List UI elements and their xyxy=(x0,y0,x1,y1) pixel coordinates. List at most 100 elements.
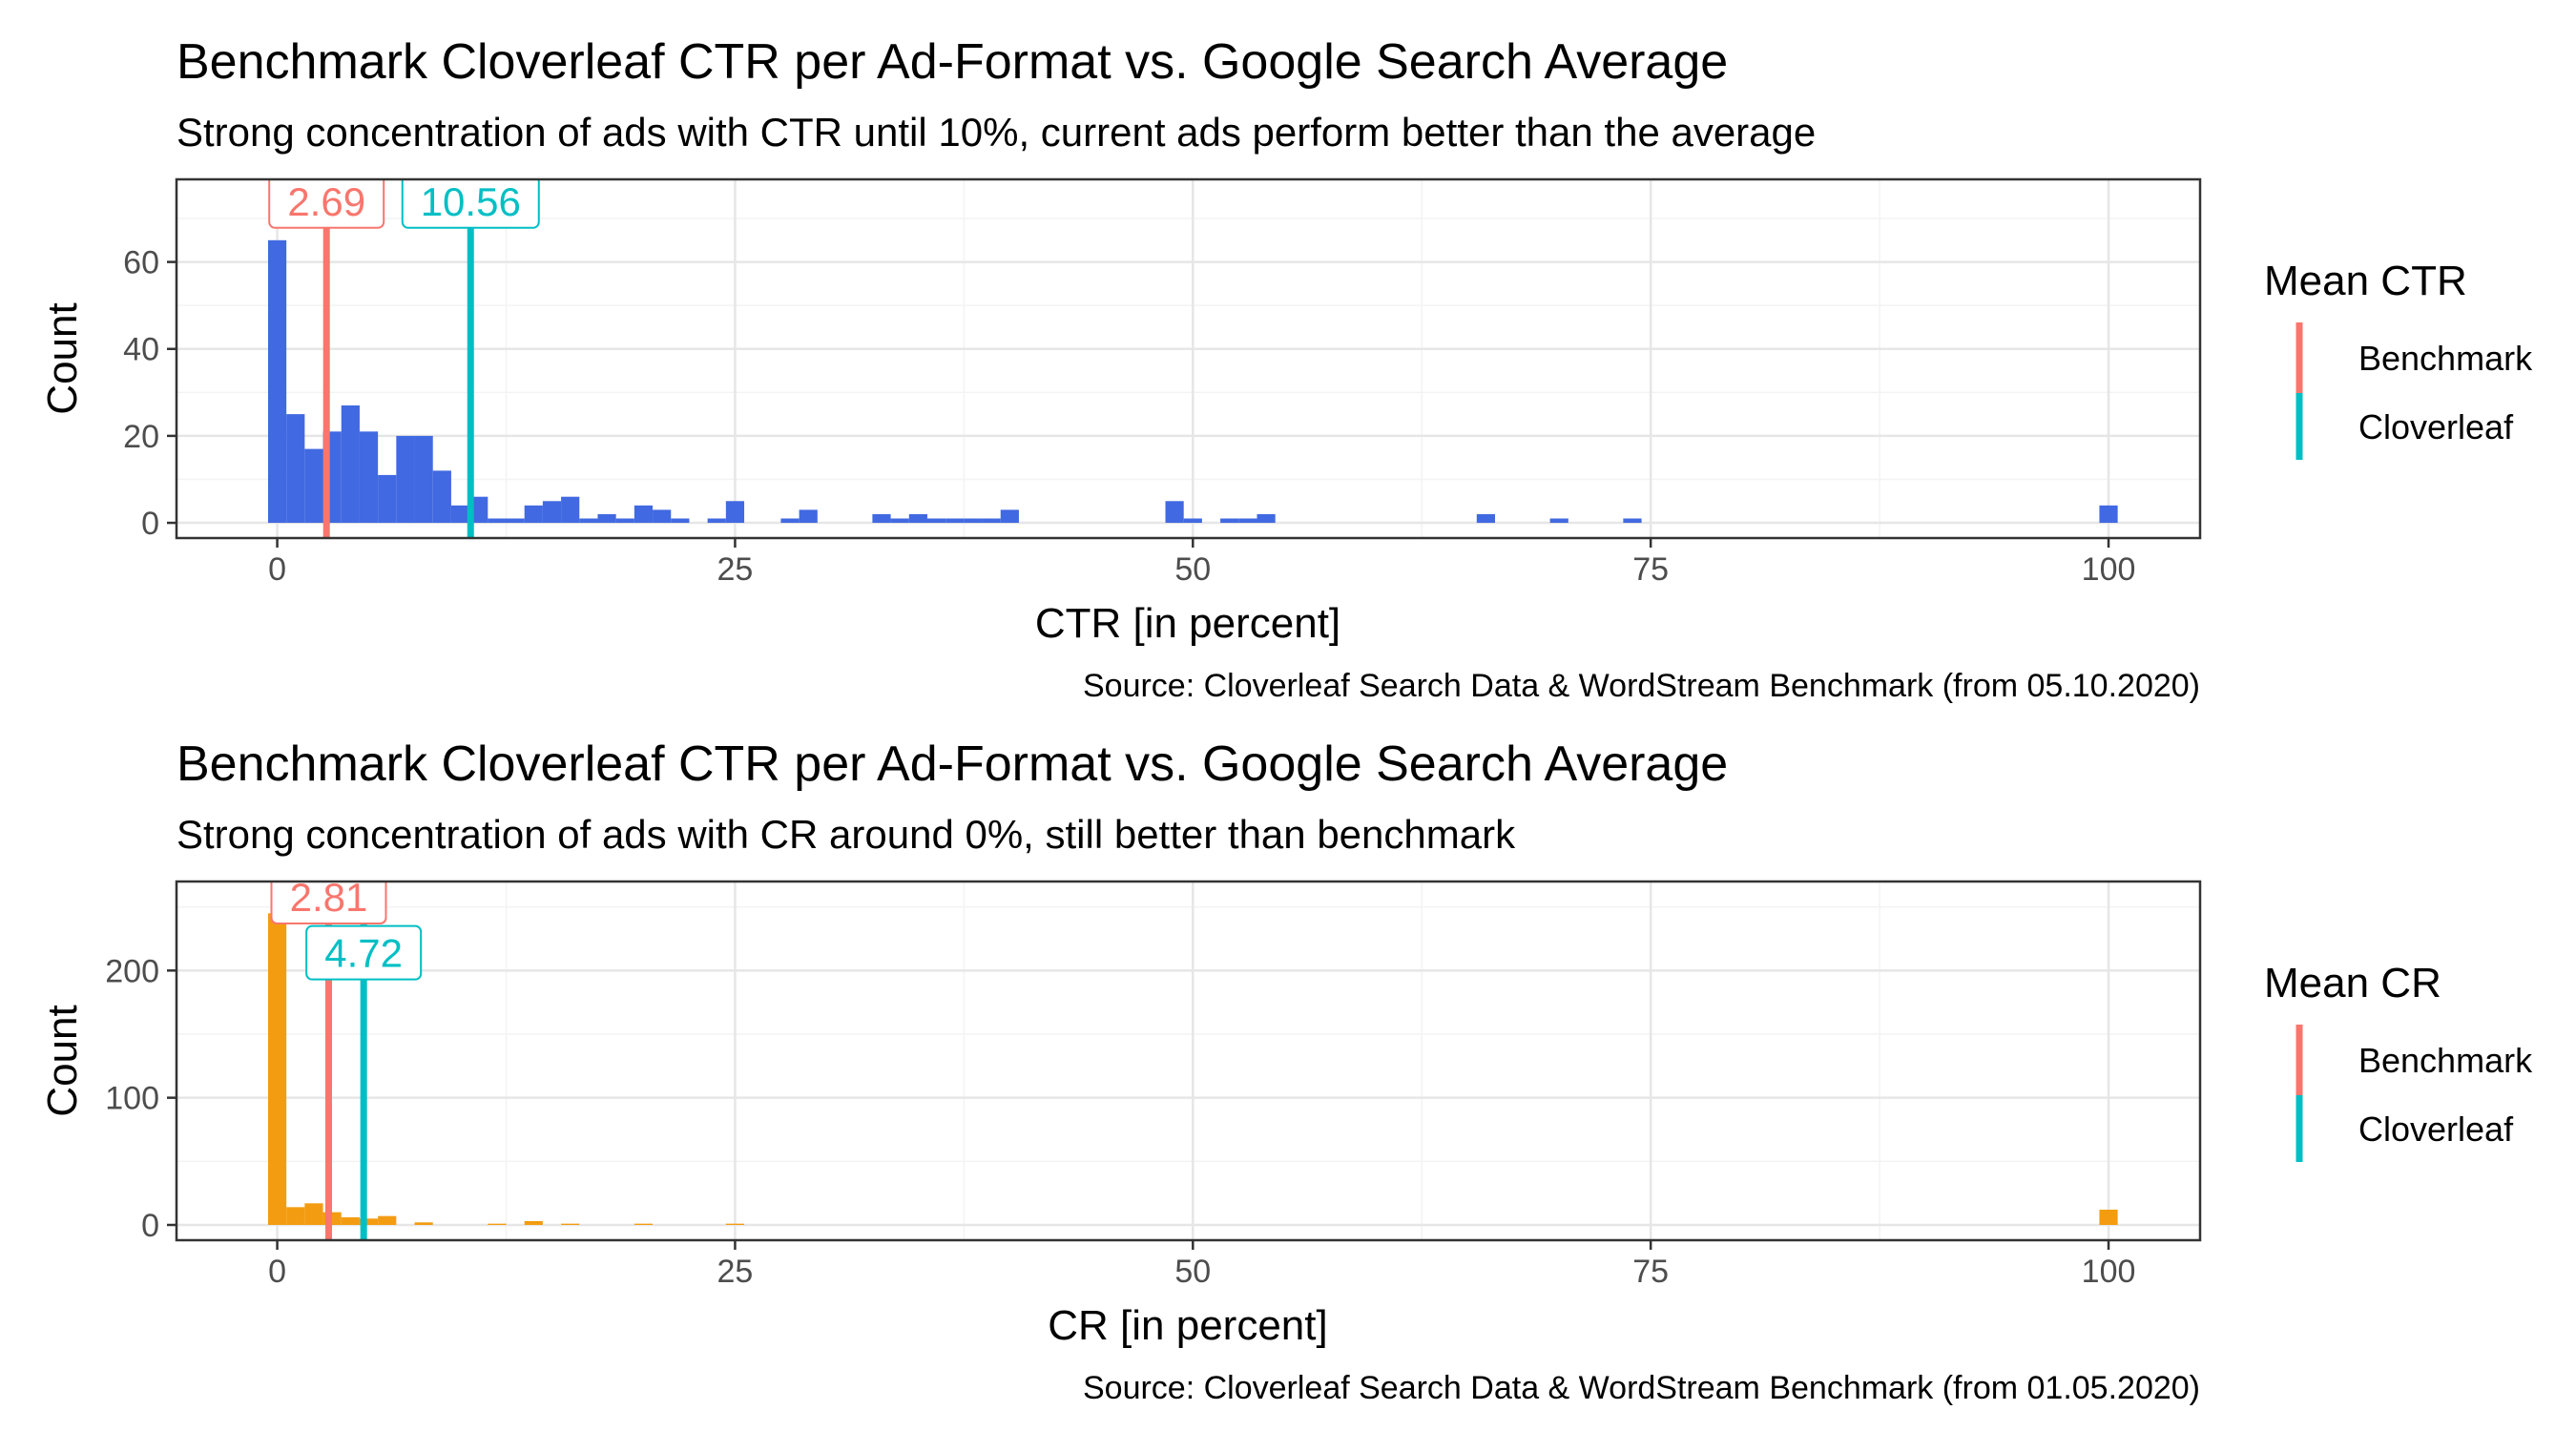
histogram-bar xyxy=(964,518,983,524)
histogram-bar xyxy=(982,518,1001,524)
histogram-bar xyxy=(359,431,379,524)
panel-border xyxy=(175,177,2202,540)
histogram-bar xyxy=(488,1223,507,1225)
histogram-bar xyxy=(597,513,616,524)
plot-area: 2.81 4.72 xyxy=(175,875,2202,1242)
x-tick-label: 50 xyxy=(1174,1254,1211,1290)
legend-title: Mean CTR xyxy=(2264,258,2467,304)
y-tick-label: 100 xyxy=(105,1081,159,1117)
histogram-bar xyxy=(1220,518,1239,524)
mean-labels: 2.81 4.72 xyxy=(270,875,423,981)
histogram-bar xyxy=(414,1222,433,1225)
histogram-bar xyxy=(304,1203,323,1225)
x-tick-label: 50 xyxy=(1174,551,1211,588)
histogram-bar xyxy=(1183,518,1202,524)
y-tick-label: 200 xyxy=(105,953,159,989)
histogram-bar xyxy=(634,505,654,524)
histogram-bar xyxy=(1549,518,1568,524)
histogram-bar xyxy=(653,509,672,524)
y-tick-label: 0 xyxy=(141,506,159,542)
x-tick-label: 25 xyxy=(717,1254,754,1290)
panel-ctr: Benchmark Cloverleaf CTR per Ad-Format v… xyxy=(39,34,2533,704)
histogram-bar xyxy=(2099,505,2118,524)
mean-lines xyxy=(322,179,474,538)
histogram-bar xyxy=(872,513,891,524)
histogram-bar xyxy=(450,505,470,524)
histogram-bar xyxy=(542,501,562,524)
histogram-bars xyxy=(267,239,2118,524)
panel-background xyxy=(177,179,2200,538)
mean-label-cloverleaf: 4.72 xyxy=(305,924,423,981)
histogram-bar xyxy=(432,470,451,524)
histogram-bar xyxy=(615,518,634,524)
histogram-bar xyxy=(780,518,800,524)
histogram-bar xyxy=(908,513,927,524)
chart-subtitle: Strong concentration of ads with CTR unt… xyxy=(177,110,1816,155)
grid xyxy=(177,881,2200,1240)
legend-item-benchmark: Benchmark xyxy=(2296,1025,2533,1095)
chart-caption: Source: Cloverleaf Search Data & WordStr… xyxy=(1083,1370,2200,1406)
chart-title: Benchmark Cloverleaf CTR per Ad-Format v… xyxy=(177,34,1728,90)
histogram-bar xyxy=(725,1223,745,1225)
y-axis: 0 100 200 xyxy=(105,953,177,1244)
panel-background xyxy=(177,881,2200,1240)
x-axis: 0 25 50 75 100 xyxy=(268,538,2135,588)
histogram-bar xyxy=(304,448,323,524)
y-tick-label: 40 xyxy=(123,332,159,368)
mean-label-text: 10.56 xyxy=(421,179,521,224)
histogram-bar xyxy=(945,518,965,524)
histogram-bar xyxy=(359,1218,379,1225)
x-axis-label: CR [in percent] xyxy=(1048,1302,1327,1349)
histogram-bars xyxy=(267,913,2118,1225)
panel-cr: Benchmark Cloverleaf CTR per Ad-Format v… xyxy=(39,736,2533,1406)
histogram-bar xyxy=(799,509,818,524)
histogram-bar xyxy=(378,1215,397,1225)
x-tick-label: 75 xyxy=(1632,1254,1669,1290)
histogram-bar xyxy=(378,474,397,524)
histogram-bar xyxy=(396,435,415,524)
histogram-bar xyxy=(1623,518,1642,524)
histogram-bar xyxy=(1165,501,1184,524)
histogram-bar xyxy=(524,505,543,524)
y-tick-label: 20 xyxy=(123,419,159,455)
histogram-bar xyxy=(488,518,507,524)
histogram-bar xyxy=(2099,1210,2118,1225)
mean-labels: 2.69 10.56 xyxy=(268,179,540,229)
legend-label-benchmark: Benchmark xyxy=(2358,339,2533,378)
histogram-bar xyxy=(634,1223,654,1225)
legend: Mean CTR Benchmark Cloverleaf xyxy=(2264,258,2533,460)
mean-label-cloverleaf: 10.56 xyxy=(401,179,540,229)
histogram-bar xyxy=(1476,513,1496,524)
legend-label-cloverleaf: Cloverleaf xyxy=(2358,407,2514,446)
histogram-bar xyxy=(1238,518,1257,524)
histogram-bar xyxy=(267,913,287,1225)
histogram-bar xyxy=(286,1207,305,1225)
y-axis: 0 20 40 60 xyxy=(123,245,177,542)
x-tick-label: 100 xyxy=(2082,1254,2136,1290)
histogram-bar xyxy=(579,518,598,524)
y-tick-label: 0 xyxy=(141,1208,159,1244)
histogram-bar xyxy=(561,1223,580,1225)
histogram-bar xyxy=(506,518,525,524)
histogram-bar xyxy=(267,239,287,524)
legend-item-benchmark: Benchmark xyxy=(2296,322,2533,393)
histogram-bar xyxy=(1257,513,1276,524)
plot-area: 2.69 10.56 xyxy=(175,177,2202,540)
legend-label-benchmark: Benchmark xyxy=(2358,1041,2533,1080)
histogram-bar xyxy=(524,1221,543,1225)
y-axis-label: Count xyxy=(39,1005,86,1116)
x-tick-label: 25 xyxy=(717,551,754,588)
chart-caption: Source: Cloverleaf Search Data & WordStr… xyxy=(1083,668,2200,704)
x-tick-label: 0 xyxy=(268,551,286,588)
legend-title: Mean CR xyxy=(2264,960,2441,1006)
histogram-bar xyxy=(469,496,488,524)
chart-subtitle: Strong concentration of ads with CR arou… xyxy=(177,812,1516,857)
mean-label-text: 2.81 xyxy=(290,875,368,920)
histogram-bar xyxy=(926,518,946,524)
panel-border xyxy=(175,880,2202,1242)
legend-item-cloverleaf: Cloverleaf xyxy=(2296,393,2514,460)
histogram-bar xyxy=(1000,509,1019,524)
histogram-bar xyxy=(890,518,909,524)
legend: Mean CR Benchmark Cloverleaf xyxy=(2264,960,2533,1162)
